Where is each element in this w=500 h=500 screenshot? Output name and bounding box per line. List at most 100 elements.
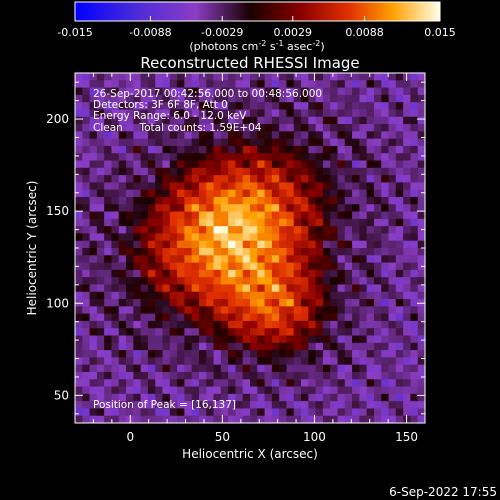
heatmap-cell (118, 320, 127, 329)
heatmap-cell (220, 379, 229, 388)
heatmap-cell (155, 189, 164, 198)
heatmap-cell (359, 94, 368, 103)
heatmap-cell (410, 371, 419, 380)
heatmap-cell (330, 94, 339, 103)
heatmap-cell (155, 342, 164, 351)
heatmap-cell (184, 371, 193, 380)
heatmap-cell (359, 299, 368, 307)
heatmap-cell (184, 328, 193, 337)
heatmap-cell (184, 226, 193, 235)
heatmap-cell (315, 269, 324, 278)
heatmap-cell (293, 342, 302, 351)
heatmap-cell (308, 211, 317, 220)
heatmap-cell (75, 291, 83, 300)
heatmap-cell (308, 277, 317, 286)
heatmap-cell (359, 73, 368, 81)
heatmap-cell (315, 131, 324, 140)
heatmap-cell (366, 233, 375, 242)
heatmap-cell (344, 167, 353, 176)
heatmap-cell (322, 80, 331, 89)
heatmap-cell (264, 415, 273, 423)
heatmap-cell (169, 401, 178, 410)
heatmap-cell (126, 306, 134, 315)
heatmap-cell (155, 386, 164, 395)
heatmap-cell (213, 364, 222, 373)
heatmap-cell (293, 364, 302, 373)
heatmap-cell (104, 145, 113, 154)
heatmap-cell (198, 182, 207, 191)
heatmap-cell (388, 211, 397, 220)
heatmap-cell (315, 342, 324, 351)
heatmap-cell (257, 262, 266, 271)
heatmap-cell (89, 393, 98, 402)
heatmap-cell (264, 328, 273, 337)
heatmap-cell (315, 138, 324, 147)
heatmap-cell (96, 240, 105, 249)
heatmap-cell (257, 87, 266, 96)
heatmap-cell (228, 189, 237, 198)
heatmap-cell (359, 379, 368, 388)
heatmap-cell (133, 320, 142, 329)
heatmap-cell (344, 269, 353, 278)
heatmap-cell (111, 328, 120, 337)
heatmap-cell (111, 211, 120, 220)
colorbar-tick-label: 0.0088 (345, 26, 384, 39)
heatmap-cell (177, 386, 185, 395)
heatmap-cell (315, 226, 324, 235)
heatmap-cell (308, 291, 317, 300)
heatmap-cell (315, 124, 324, 132)
heatmap-cell (293, 313, 302, 322)
heatmap-cell (96, 153, 105, 162)
heatmap-cell (126, 226, 134, 235)
heatmap-cell (147, 408, 156, 417)
heatmap-cell (315, 262, 324, 271)
heatmap-cell (352, 284, 360, 293)
heatmap-cell (257, 102, 266, 111)
heatmap-cell (177, 196, 185, 205)
heatmap-cell (322, 109, 331, 118)
heatmap-cell (89, 284, 98, 293)
heatmap-cell (366, 80, 375, 89)
heatmap-cell (417, 328, 425, 337)
heatmap-cell (403, 401, 412, 410)
heatmap-cell (198, 262, 207, 271)
heatmap-cell (111, 182, 120, 191)
heatmap-cell (381, 335, 390, 344)
heatmap-cell (322, 328, 331, 337)
heatmap-cell (330, 240, 339, 249)
heatmap-cell (242, 175, 251, 183)
heatmap-cell (220, 153, 229, 162)
heatmap-cell (337, 342, 346, 351)
heatmap-cell (293, 218, 302, 227)
heatmap-cell (410, 386, 419, 395)
heatmap-cell (213, 313, 222, 322)
heatmap-cell (322, 277, 331, 286)
heatmap-cell (257, 73, 266, 81)
heatmap-cell (359, 350, 368, 358)
heatmap-cell (388, 306, 397, 315)
heatmap-cell (381, 196, 390, 205)
heatmap-cell (177, 401, 185, 410)
heatmap-cell (381, 393, 390, 402)
heatmap-cell (322, 240, 331, 249)
heatmap-cell (177, 153, 185, 162)
heatmap-cell (155, 299, 164, 307)
heatmap-cell (293, 153, 302, 162)
heatmap-cell (133, 313, 142, 322)
heatmap-cell (147, 204, 156, 213)
heatmap-cell (250, 80, 258, 89)
heatmap-cell (177, 109, 185, 118)
heatmap-cell (126, 160, 134, 169)
heatmap-cell (403, 371, 412, 380)
heatmap-cell (177, 160, 185, 169)
heatmap-cell (352, 175, 360, 183)
heatmap-cell (75, 328, 83, 337)
heatmap-cell (417, 80, 425, 89)
heatmap-cell (271, 313, 280, 322)
heatmap-cell (315, 364, 324, 373)
heatmap-cell (264, 299, 273, 307)
heatmap-cell (344, 379, 353, 388)
heatmap-cell (111, 342, 120, 351)
heatmap-cell (410, 255, 419, 264)
heatmap-cell (82, 145, 91, 154)
